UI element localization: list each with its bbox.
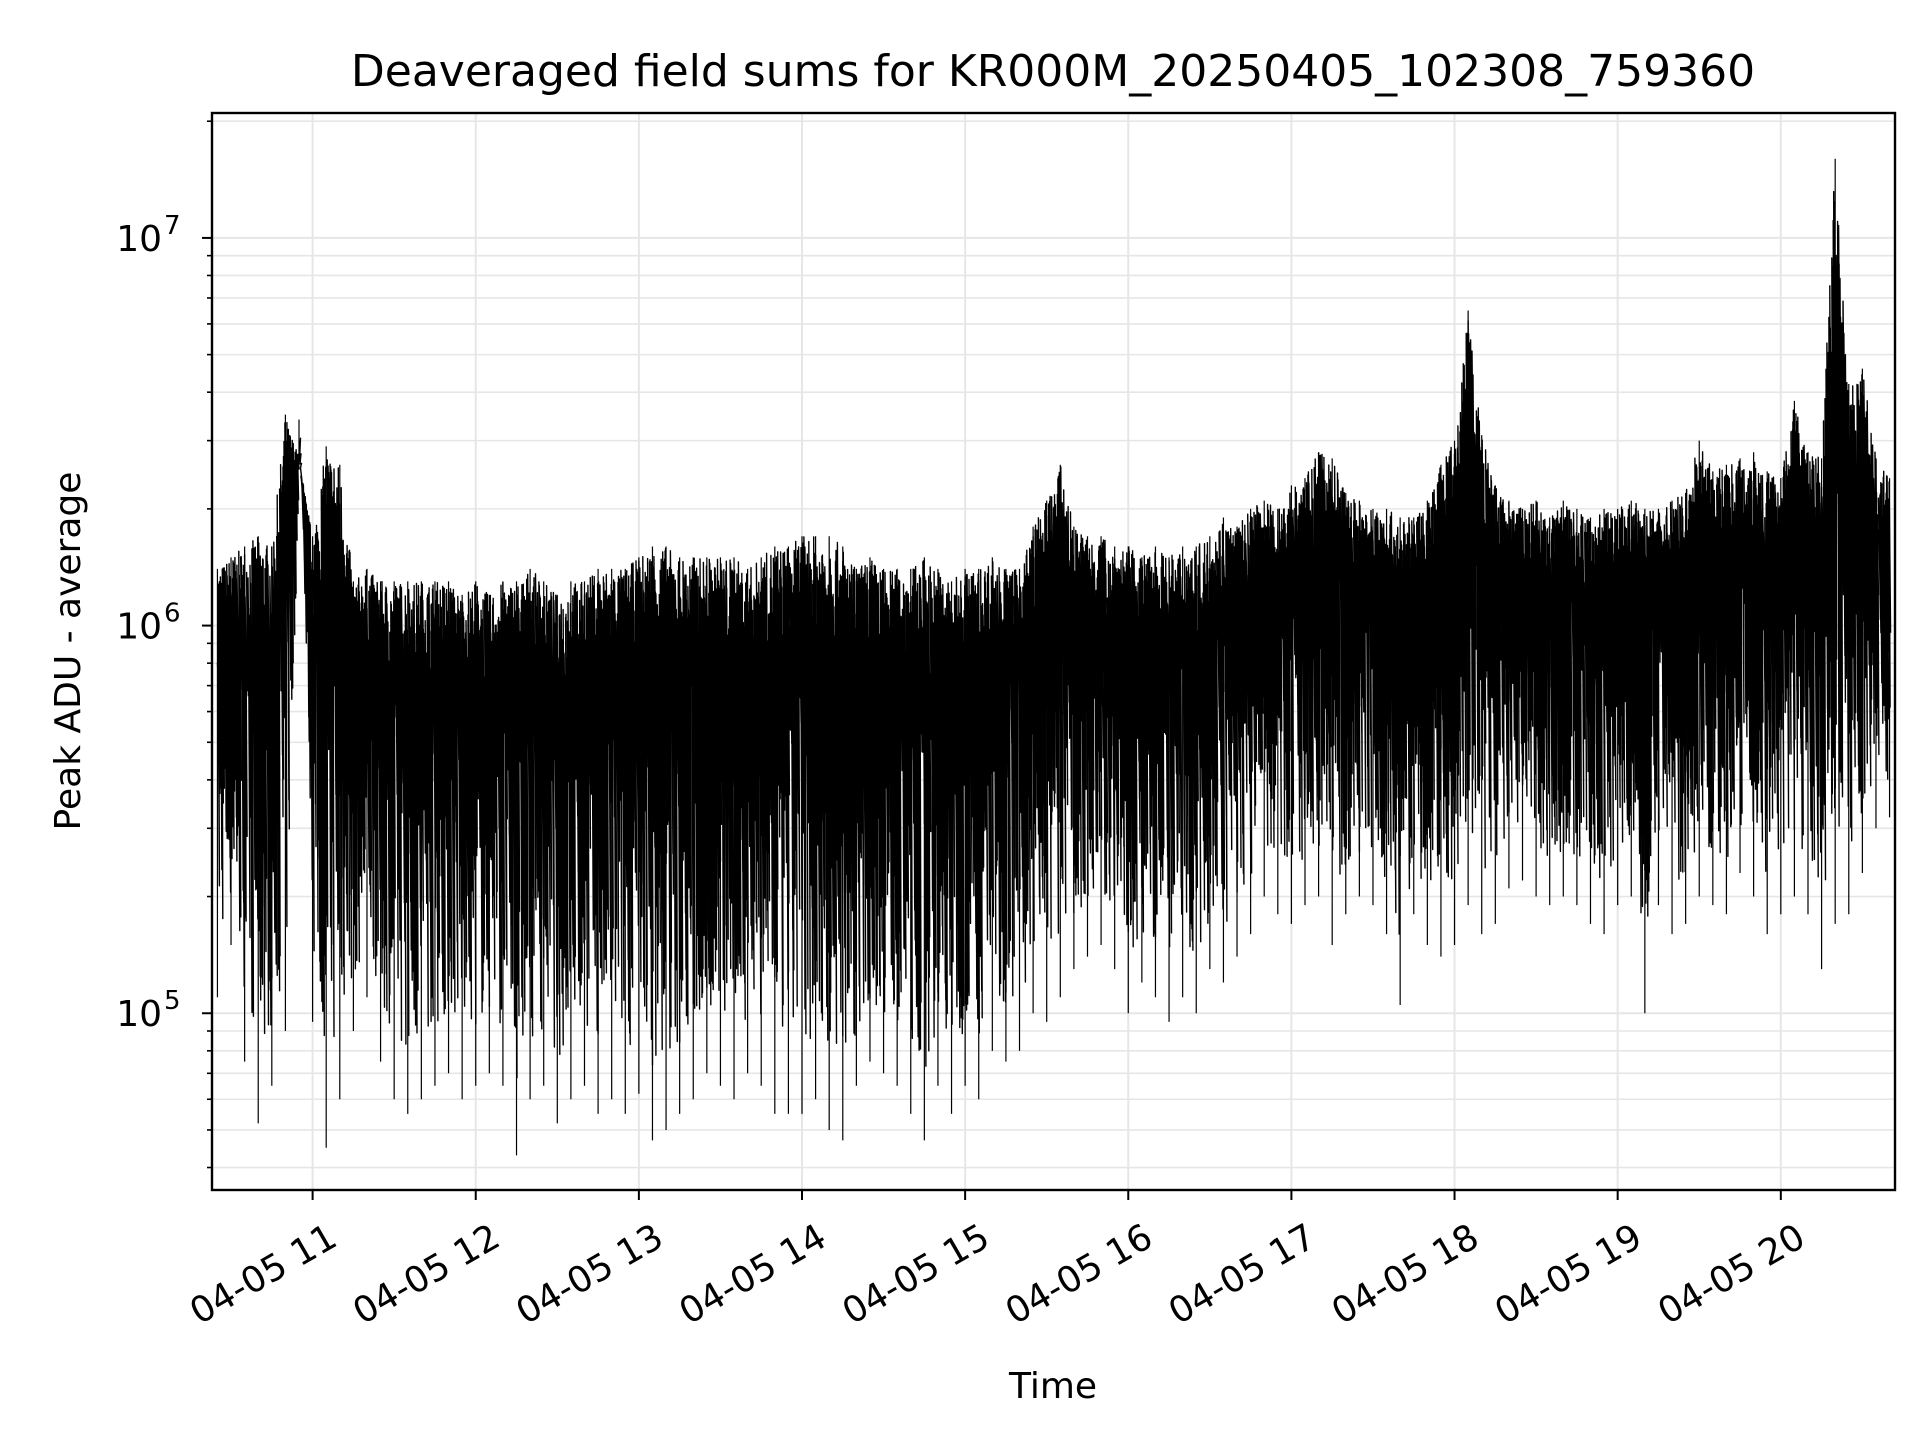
series-line <box>216 158 1892 1156</box>
series-polyline <box>216 190 1892 1079</box>
chart-title: Deaveraged field sums for KR000M_2025040… <box>351 46 1755 97</box>
y-tick-exponent: 7 <box>164 211 181 241</box>
y-tick-exponent: 5 <box>164 986 181 1016</box>
y-tick-exponent: 6 <box>164 599 181 629</box>
x-axis-label: Time <box>1008 1366 1097 1407</box>
y-axis-label: Peak ADU - average <box>48 472 89 831</box>
y-tick-label: 10 <box>116 607 162 648</box>
y-tick-label: 10 <box>116 994 162 1035</box>
plot-frame <box>210 111 1897 1192</box>
y-tick-label: 10 <box>116 219 162 260</box>
